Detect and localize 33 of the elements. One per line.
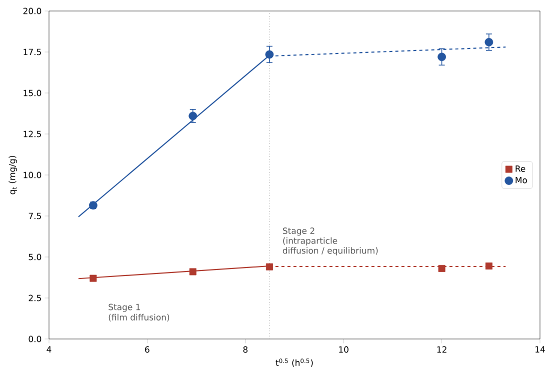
legend-label: Mo (516, 176, 527, 184)
y-tick-label: 7.5 (28, 212, 41, 220)
y-tick-label: 20.0 (23, 8, 42, 14)
y-tick-label: 0.0 (28, 336, 42, 342)
annotation: (film diffusion) (108, 314, 170, 322)
x-tick-label: 4 (46, 346, 52, 352)
point (188, 112, 198, 120)
x-tick-label: 14 (536, 346, 545, 352)
y-tick-label: 2.5 (28, 294, 41, 302)
annotation: Stage 2 (282, 228, 314, 236)
point (265, 50, 274, 59)
x-tick-label: 8 (243, 346, 248, 353)
annotation: (intraparticle (283, 237, 338, 246)
point (90, 274, 97, 282)
y-tick-label: 10.0 (24, 172, 42, 178)
x-tick-label: 10 (339, 346, 348, 353)
point (484, 38, 494, 46)
y-tick-label: 5.0 (28, 254, 42, 260)
x-tick-label: 12 (437, 346, 446, 353)
x-axis-title: t$^{0.5}$ (h$^{0.5}$) (276, 358, 313, 367)
point (266, 263, 273, 270)
point (438, 52, 446, 62)
y-tick-label: 17.5 (24, 48, 41, 56)
y-tick-label: 15.0 (24, 90, 42, 96)
point (485, 262, 492, 270)
annotation: diffusion / equilibrium) (282, 247, 378, 256)
y-axis-title: q$_{t}$ (mg/g) (8, 156, 17, 194)
y-tick-label: 12.5 (24, 130, 41, 138)
x-tick-label: 6 (145, 346, 150, 353)
point (438, 264, 446, 272)
legend-label: Re (516, 166, 526, 172)
annotation: Stage 1 (108, 304, 140, 312)
point (189, 268, 196, 276)
